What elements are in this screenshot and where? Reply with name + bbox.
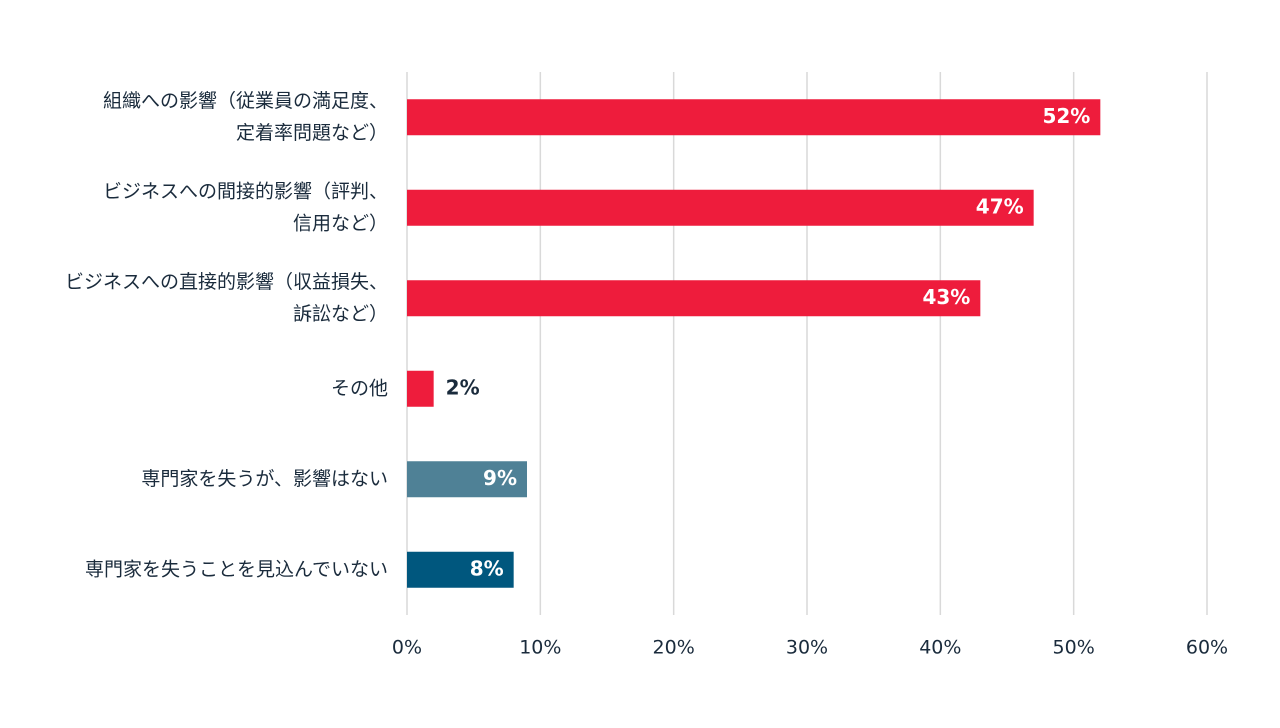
y-tick-label: ビジネスへの直接的影響（収益損失、 [65, 271, 388, 293]
y-tick-label: 訴訟など） [293, 303, 388, 325]
value-label: 8% [470, 556, 504, 580]
x-tick-label: 0% [392, 637, 422, 659]
x-tick-label: 20% [653, 637, 695, 659]
value-label: 2% [446, 375, 480, 399]
y-tick-label: ビジネスへの間接的影響（評判、 [103, 180, 388, 202]
bar [407, 99, 1101, 136]
x-tick-label: 40% [919, 637, 961, 659]
value-label: 52% [1042, 104, 1090, 128]
bar [407, 280, 981, 317]
bar [407, 189, 1034, 226]
x-tick-label: 30% [786, 637, 828, 659]
value-label: 9% [483, 466, 517, 490]
y-tick-label: 専門家を失うが、影響はない [141, 468, 388, 490]
y-tick-label: 組織への影響（従業員の満足度、 [103, 90, 388, 112]
bar [407, 551, 514, 588]
y-tick-label: 専門家を失うことを見込んでいない [85, 558, 388, 580]
x-tick-label: 60% [1186, 637, 1228, 659]
value-label: 43% [922, 285, 970, 309]
bar [407, 461, 527, 498]
x-tick-label: 50% [1053, 637, 1095, 659]
value-label: 47% [976, 194, 1024, 218]
y-tick-label: その他 [331, 377, 388, 399]
y-tick-label: 定着率問題など） [236, 122, 388, 144]
x-tick-label: 10% [519, 637, 561, 659]
bar [407, 370, 434, 407]
y-tick-label: 信用など） [293, 212, 388, 234]
